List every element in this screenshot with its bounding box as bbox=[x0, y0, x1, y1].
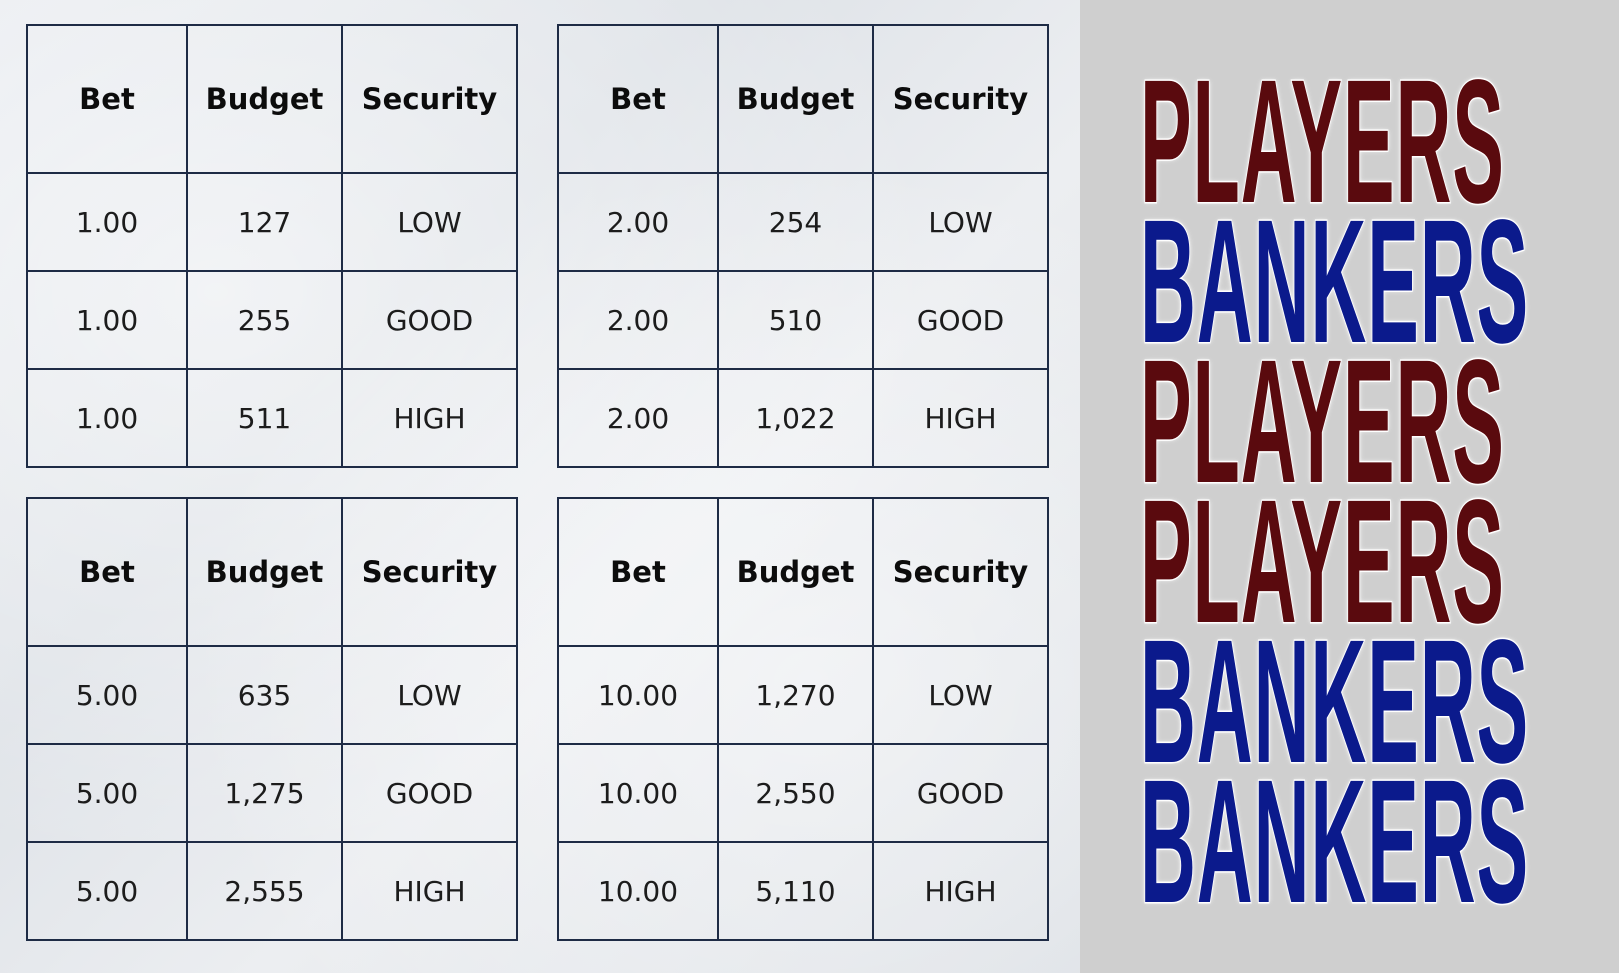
header-bet: Bet bbox=[557, 24, 719, 174]
cell-bet: 1.00 bbox=[26, 172, 188, 272]
bet-table-3: Bet Budget Security 5.00 635 LOW 5.00 1,… bbox=[26, 497, 518, 941]
header-bet: Bet bbox=[557, 497, 719, 647]
cell-security: GOOD bbox=[341, 743, 518, 843]
header-budget: Budget bbox=[186, 24, 343, 174]
cell-bet: 2.00 bbox=[557, 172, 719, 272]
header-row: Bet Budget Security bbox=[557, 24, 1049, 174]
header-row: Bet Budget Security bbox=[26, 497, 518, 647]
cell-budget: 254 bbox=[717, 172, 874, 272]
header-security: Security bbox=[872, 24, 1049, 174]
cell-security: LOW bbox=[341, 172, 518, 272]
cell-security: GOOD bbox=[872, 743, 1049, 843]
cell-bet: 2.00 bbox=[557, 368, 719, 468]
header-budget: Budget bbox=[717, 497, 874, 647]
table-row: 5.00 635 LOW bbox=[26, 645, 518, 745]
cell-budget: 127 bbox=[186, 172, 343, 272]
cell-budget: 1,270 bbox=[717, 645, 874, 745]
outcome-word: BANKERS bbox=[1139, 744, 1530, 940]
header-bet: Bet bbox=[26, 24, 188, 174]
table-row: 10.00 2,550 GOOD bbox=[557, 743, 1049, 843]
cell-security: HIGH bbox=[872, 841, 1049, 941]
cell-security: LOW bbox=[341, 645, 518, 745]
cell-budget: 5,110 bbox=[717, 841, 874, 941]
table-row: 5.00 1,275 GOOD bbox=[26, 743, 518, 843]
header-row: Bet Budget Security bbox=[26, 24, 518, 174]
cell-budget: 1,022 bbox=[717, 368, 874, 468]
header-budget: Budget bbox=[186, 497, 343, 647]
cell-security: HIGH bbox=[872, 368, 1049, 468]
cell-bet: 1.00 bbox=[26, 270, 188, 370]
cell-bet: 1.00 bbox=[26, 368, 188, 468]
header-security: Security bbox=[341, 24, 518, 174]
cell-security: HIGH bbox=[341, 841, 518, 941]
cell-security: HIGH bbox=[341, 368, 518, 468]
cell-security: LOW bbox=[872, 172, 1049, 272]
cell-bet: 10.00 bbox=[557, 743, 719, 843]
header-row: Bet Budget Security bbox=[557, 497, 1049, 647]
header-budget: Budget bbox=[717, 24, 874, 174]
bet-table-4: Bet Budget Security 10.00 1,270 LOW 10.0… bbox=[557, 497, 1049, 941]
bet-table-2: Bet Budget Security 2.00 254 LOW 2.00 51… bbox=[557, 24, 1049, 468]
cell-budget: 255 bbox=[186, 270, 343, 370]
cell-bet: 5.00 bbox=[26, 743, 188, 843]
header-security: Security bbox=[872, 497, 1049, 647]
cell-security: GOOD bbox=[872, 270, 1049, 370]
table-row: 10.00 5,110 HIGH bbox=[557, 841, 1049, 941]
cell-budget: 1,275 bbox=[186, 743, 343, 843]
table-row: 1.00 511 HIGH bbox=[26, 368, 518, 468]
header-bet: Bet bbox=[26, 497, 188, 647]
table-row: 1.00 255 GOOD bbox=[26, 270, 518, 370]
table-row: 1.00 127 LOW bbox=[26, 172, 518, 272]
outcome-sequence: PLAYERS BANKERS PLAYERS PLAYERS BANKERS … bbox=[1139, 53, 1570, 940]
cell-bet: 10.00 bbox=[557, 645, 719, 745]
table-row: 2.00 510 GOOD bbox=[557, 270, 1049, 370]
table-row: 2.00 1,022 HIGH bbox=[557, 368, 1049, 468]
cell-security: LOW bbox=[872, 645, 1049, 745]
cell-budget: 510 bbox=[717, 270, 874, 370]
cell-bet: 2.00 bbox=[557, 270, 719, 370]
table-row: 10.00 1,270 LOW bbox=[557, 645, 1049, 745]
cell-security: GOOD bbox=[341, 270, 518, 370]
table-row: 2.00 254 LOW bbox=[557, 172, 1049, 272]
table-row: 5.00 2,555 HIGH bbox=[26, 841, 518, 941]
header-security: Security bbox=[341, 497, 518, 647]
cell-budget: 635 bbox=[186, 645, 343, 745]
cell-bet: 10.00 bbox=[557, 841, 719, 941]
cell-budget: 2,555 bbox=[186, 841, 343, 941]
bet-table-1: Bet Budget Security 1.00 127 LOW 1.00 25… bbox=[26, 24, 518, 468]
cell-budget: 511 bbox=[186, 368, 343, 468]
cell-bet: 5.00 bbox=[26, 645, 188, 745]
cell-budget: 2,550 bbox=[717, 743, 874, 843]
cell-bet: 5.00 bbox=[26, 841, 188, 941]
